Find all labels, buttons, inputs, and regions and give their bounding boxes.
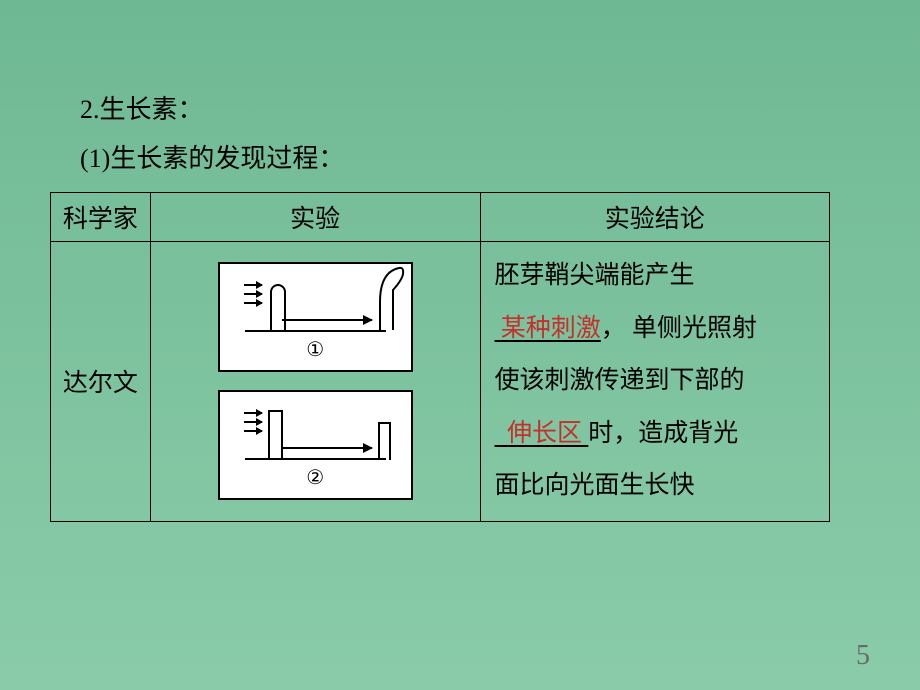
conclusion-text-p4: 面比向光面生长快: [495, 472, 695, 499]
decapitated-left-icon: [268, 410, 283, 460]
col-header-conclusion: 实验结论: [480, 193, 829, 242]
bent-coleoptile-icon: [377, 262, 407, 332]
light-arrows-icon: [244, 284, 262, 311]
diagram-2-label: ②: [220, 465, 411, 490]
fill-blank-2: 伸长区: [495, 420, 589, 447]
col-header-experiment: 实验: [150, 193, 480, 242]
cell-conclusion: 胚芽鞘尖端能产生 某种刺激， 单侧光照射 使该刺激传递到下部的 伸长区 时，造成…: [480, 242, 829, 522]
section-subheading: (1)生长素的发现过程：: [80, 139, 840, 178]
table-header-row: 科学家 实验 实验结论: [51, 193, 830, 242]
diagram-1: ①: [218, 262, 413, 372]
col-header-scientist: 科学家: [51, 193, 151, 242]
baseline-icon: [245, 458, 386, 460]
transform-arrow-icon: [282, 319, 372, 321]
diagram-1-label: ①: [220, 337, 411, 362]
cell-scientist: 达尔文: [51, 242, 151, 522]
decapitated-right-icon: [378, 422, 391, 460]
fill-blank-1: 某种刺激: [495, 315, 601, 342]
conclusion-text-p1: 胚芽鞘尖端能产生: [495, 262, 695, 289]
conclusion-after-blank2: 时，造成背光: [588, 420, 738, 447]
cell-experiment: ① ②: [150, 242, 480, 522]
blank-2-answer: 伸长区: [507, 420, 582, 447]
diagram-2: ②: [218, 390, 413, 500]
conclusion-text-p2: 单侧光照射: [632, 315, 757, 342]
conclusion-text-p3: 使该刺激传递到下部的: [495, 367, 745, 394]
page-number: 5: [856, 640, 870, 672]
section-heading: 2.生长素：: [80, 90, 840, 129]
discovery-table: 科学家 实验 实验结论 达尔文: [50, 192, 830, 522]
table-row: 达尔文 ①: [51, 242, 830, 522]
light-arrows-icon: [244, 412, 262, 439]
baseline-icon: [245, 330, 386, 332]
comma-1: ，: [601, 315, 626, 342]
slide-content: 2.生长素： (1)生长素的发现过程： 科学家 实验 实验结论 达尔文: [0, 0, 920, 522]
transform-arrow-icon: [282, 447, 372, 449]
blank-1-answer: 某种刺激: [501, 315, 601, 342]
intact-coleoptile-icon: [270, 284, 286, 332]
